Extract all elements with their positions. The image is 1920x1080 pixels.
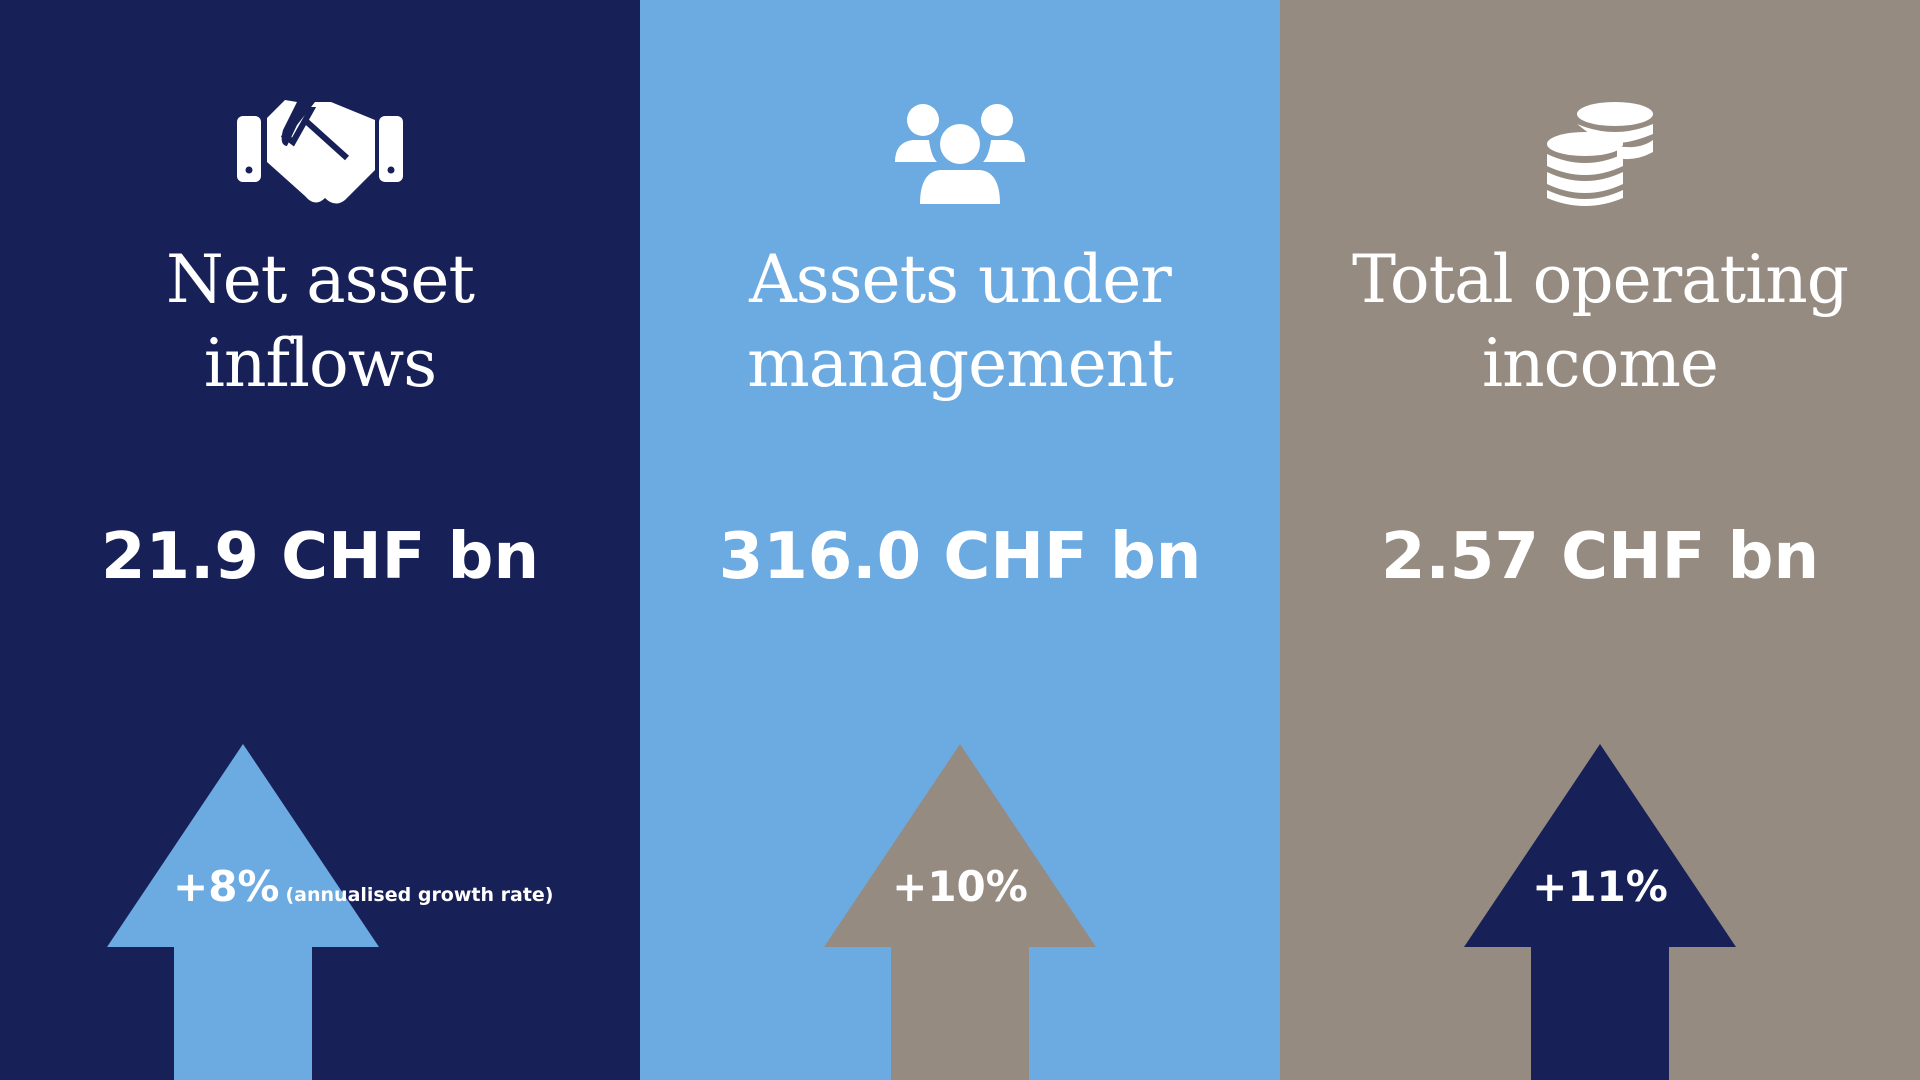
growth-label: +8% (annualised growth rate) (173, 862, 554, 911)
users-icon (640, 100, 1280, 210)
title-line-1: Net asset (166, 241, 475, 318)
growth-value: +11% (1532, 862, 1668, 911)
handshake-icon (0, 100, 640, 210)
up-arrow-icon (1464, 744, 1736, 1080)
up-arrow-icon (824, 744, 1096, 1080)
metric-value: 21.9 CHF bn (100, 520, 540, 594)
coins-icon (1280, 100, 1920, 210)
panel-total-operating-income: Total operating income 2.57 CHF bn +11% (1280, 0, 1920, 1080)
title: Net asset inflows (0, 238, 640, 406)
growth-value: +8% (173, 862, 280, 911)
title-line-2: management (747, 325, 1174, 402)
growth-label: +10% (640, 862, 1280, 911)
title-line-1: Assets under (749, 241, 1172, 318)
metric-value: 2.57 CHF bn (1380, 520, 1820, 594)
title: Assets under management (640, 238, 1280, 406)
metric-value: 316.0 CHF bn (718, 520, 1202, 594)
growth-label: +11% (1280, 862, 1920, 911)
growth-note: (annualised growth rate) (285, 884, 554, 906)
panel-assets-under-management: Assets under management 316.0 CHF bn +10% (640, 0, 1280, 1080)
growth-value: +10% (892, 862, 1028, 911)
title: Total operating income (1280, 238, 1920, 406)
title-line-2: inflows (203, 325, 437, 402)
up-arrow-icon (107, 744, 379, 1080)
title-line-1: Total operating (1352, 241, 1849, 318)
title-line-2: income (1482, 325, 1719, 402)
panel-net-asset-inflows: Net asset inflows 21.9 CHF bn +8% (annuali… (0, 0, 640, 1080)
